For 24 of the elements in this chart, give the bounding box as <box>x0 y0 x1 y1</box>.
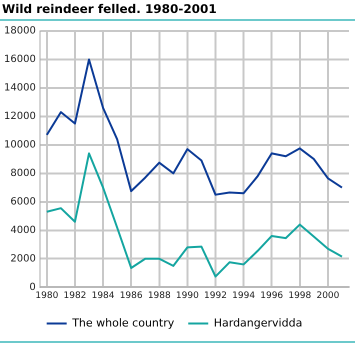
y-tick-label: 12000 <box>4 110 36 122</box>
legend-label: The whole country <box>71 316 175 330</box>
x-tick-label: 1998 <box>288 290 312 301</box>
chart-title: Wild reindeer felled. 1980-2001 <box>0 0 355 21</box>
y-tick-label: 14000 <box>4 82 36 94</box>
x-tick-label: 1984 <box>92 290 115 301</box>
y-tick-label: 6000 <box>10 196 36 208</box>
x-tick-label: 1982 <box>63 290 86 301</box>
y-tick-label: 2000 <box>10 253 36 264</box>
y-tick-label: 8000 <box>10 168 36 179</box>
x-tick-label: 2000 <box>316 290 340 301</box>
y-tick-label: 18000 <box>4 26 36 37</box>
x-tick-label: 1992 <box>204 290 227 301</box>
legend-label: Hardangervidda <box>214 316 302 330</box>
x-tick-label: 1994 <box>232 290 256 301</box>
y-tick-label: 0 <box>29 282 36 293</box>
x-tick-label: 1986 <box>120 290 143 301</box>
x-tick-label: 1990 <box>176 290 200 301</box>
y-tick-label: 10000 <box>4 139 36 150</box>
x-tick-label: 1996 <box>260 290 284 301</box>
y-tick-label: 16000 <box>4 54 36 66</box>
x-tick-label: 1988 <box>148 290 171 301</box>
x-tick-label: 1980 <box>35 290 59 301</box>
y-tick-label: 4000 <box>10 224 36 236</box>
